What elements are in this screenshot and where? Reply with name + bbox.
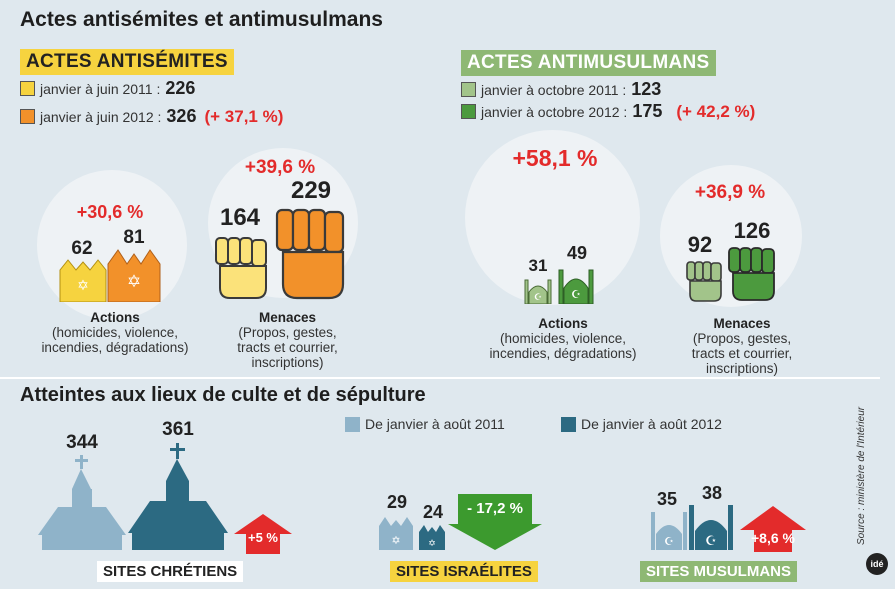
menaces-circle — [660, 165, 802, 307]
israelites-2012: 24 — [422, 502, 444, 522]
chretiens-change: +5 % — [248, 530, 278, 545]
fist-icon — [728, 247, 775, 301]
antimusulmans-legend-2011: janvier à octobre 2011 : 123 — [461, 79, 661, 100]
ide-logo: idé — [866, 553, 888, 575]
chretiens-label: SITES CHRÉTIENS — [97, 561, 244, 582]
lieux-title: Atteintes aux lieux de culte et de sépul… — [20, 384, 426, 406]
antimusulmans-menaces-2011: 92 — [687, 232, 713, 257]
svg-text:✡: ✡ — [391, 535, 400, 547]
fist-icon — [215, 237, 267, 299]
musulmans-change: +8,6 % — [751, 530, 795, 546]
fist-icon — [275, 208, 345, 300]
antisemites-menaces-2012: 229 — [290, 177, 332, 204]
antisemites-actions-caption: Actions (homicides, violence, incendies,… — [41, 310, 189, 355]
antimusulmans-menaces-caption: Menaces (Propos, gestes, tracts et courr… — [691, 316, 793, 376]
section-divider — [0, 377, 880, 379]
swatch-2012 — [20, 109, 35, 124]
swatch-2012 — [461, 104, 476, 119]
antimusulmans-legend-2012: janvier à octobre 2012 : 175 (+ 42,2 %) — [461, 101, 755, 122]
antisemites-actions-2011: 62 — [71, 238, 93, 259]
lieux-legend-2012: De janvier à août 2012 — [561, 416, 722, 432]
antimusulmans-actions-caption: Actions (homicides, violence, incendies,… — [489, 316, 637, 361]
up-arrow-icon — [234, 514, 292, 554]
church-icon — [128, 443, 228, 550]
antimusulmans-actions-change: +58,1 % — [512, 145, 598, 171]
synagogue-icon: ✡ — [419, 525, 445, 550]
down-arrow-icon — [448, 494, 542, 550]
synagogue-icon: ✡ — [379, 517, 413, 550]
mosque-icon: ☪ — [558, 269, 594, 304]
synagogue-icon: ✡ — [59, 259, 107, 302]
page-title: Actes antisémites et antimusulmans — [20, 8, 383, 31]
swatch-2011 — [461, 82, 476, 97]
fist-icon — [686, 261, 722, 302]
antimusulmans-actions-2012: 49 — [566, 243, 588, 263]
antimusulmans-menaces-change: +36,9 % — [694, 182, 766, 203]
antisemites-actions-change: +30,6 % — [76, 202, 144, 222]
svg-text:✡: ✡ — [428, 538, 436, 548]
antimusulmans-header: ACTES ANTIMUSULMANS — [461, 50, 716, 76]
antisemites-actions-2012: 81 — [123, 227, 145, 248]
svg-text:☪: ☪ — [571, 289, 581, 301]
swatch-2012 — [561, 416, 576, 432]
svg-text:☪: ☪ — [705, 533, 717, 548]
lieux-legend-2011: De janvier à août 2011 — [345, 416, 505, 432]
svg-text:✡: ✡ — [127, 272, 141, 291]
musulmans-2011: 35 — [656, 489, 678, 509]
mosque-icon: ☪ — [524, 279, 552, 304]
mosque-icon: ☪ — [689, 505, 733, 550]
musulmans-2012: 38 — [701, 483, 723, 503]
chretiens-2011: 344 — [66, 432, 98, 453]
israelites-2011: 29 — [386, 492, 408, 512]
musulmans-label: SITES MUSULMANS — [640, 561, 798, 582]
svg-text:✡: ✡ — [77, 277, 89, 293]
antisemites-menaces-caption: Menaces (Propos, gestes, tracts et courr… — [237, 310, 338, 370]
up-arrow-icon — [740, 506, 806, 552]
svg-text:☪: ☪ — [664, 536, 674, 548]
chretiens-2012: 361 — [162, 419, 194, 440]
antimusulmans-actions-2011: 31 — [528, 256, 548, 275]
antisemites-menaces-change: +39,6 % — [244, 157, 316, 178]
antisemites-header: ACTES ANTISÉMITES — [20, 49, 234, 75]
swatch-2011 — [345, 416, 360, 432]
church-icon — [38, 455, 126, 550]
antisemites-menaces-2011: 164 — [219, 204, 261, 231]
source-note: Source : ministère de l'Intérieur — [856, 406, 867, 545]
israelites-change: - 17,2 % — [467, 500, 523, 517]
israelites-label: SITES ISRAÉLITES — [390, 561, 538, 582]
mosque-icon: ☪ — [651, 512, 687, 550]
synagogue-icon: ✡ — [107, 249, 161, 302]
antisemites-legend-2011: janvier à juin 2011 : 226 — [20, 78, 195, 99]
antisemites-legend-2012: janvier à juin 2012 : 326 (+ 37,1 %) — [20, 106, 283, 127]
antimusulmans-menaces-2012: 126 — [733, 218, 771, 243]
swatch-2011 — [20, 81, 35, 96]
actions-circle — [465, 130, 640, 305]
svg-text:☪: ☪ — [534, 292, 542, 302]
